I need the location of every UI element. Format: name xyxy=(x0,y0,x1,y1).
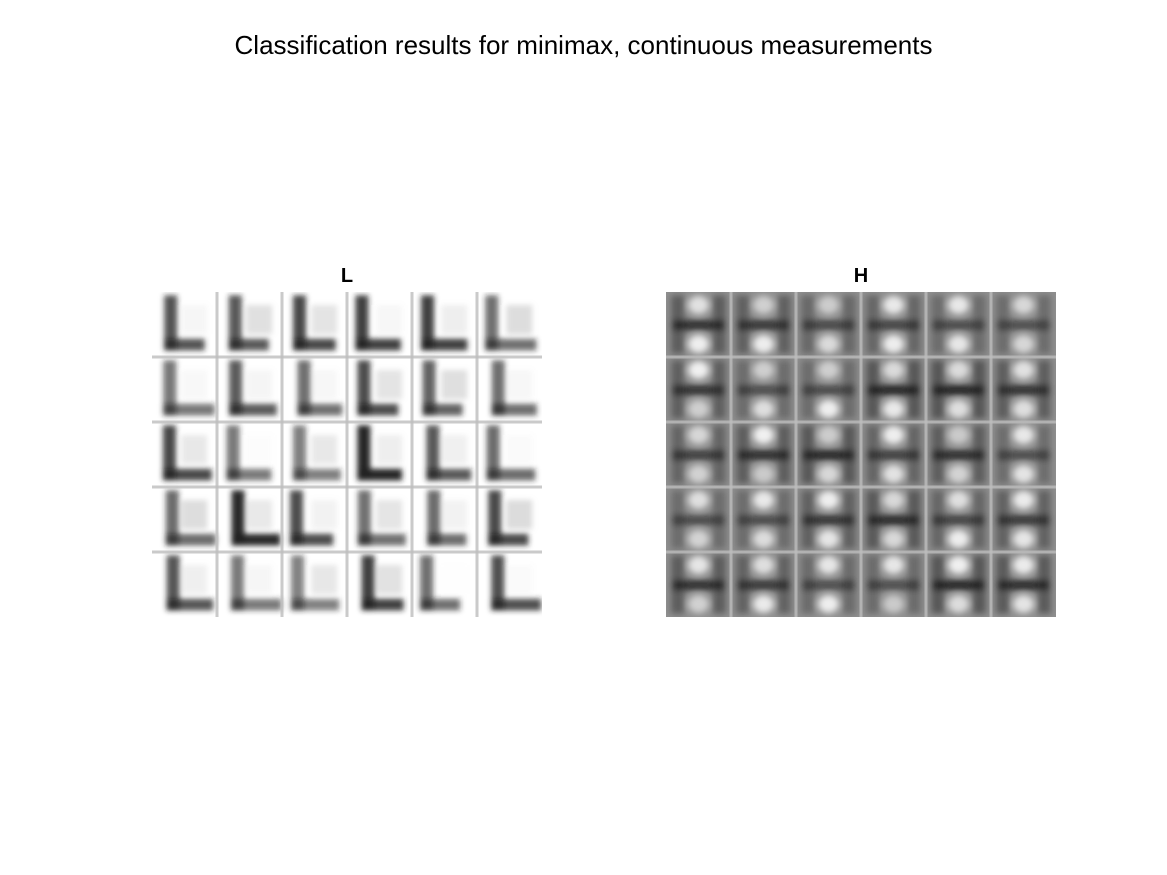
letter-tile xyxy=(297,360,343,416)
letter-tile xyxy=(291,555,340,611)
letter-tile xyxy=(996,425,1051,484)
grid-separator xyxy=(410,292,414,617)
grid-separator xyxy=(152,355,542,359)
letter-tile xyxy=(801,295,856,354)
grid-separator xyxy=(666,485,1056,489)
letter-tile xyxy=(866,425,921,484)
letter-tile xyxy=(422,360,468,416)
letter-tile xyxy=(166,555,214,611)
letter-tile xyxy=(801,360,856,419)
letter-l-grid xyxy=(152,292,542,617)
letter-tile xyxy=(165,490,216,546)
letter-tile xyxy=(485,295,537,351)
letter-tile xyxy=(231,490,281,546)
letter-tile xyxy=(163,360,215,416)
letter-tile xyxy=(229,360,277,416)
letter-tile xyxy=(228,295,273,351)
grid-separator xyxy=(729,292,733,617)
letter-tile xyxy=(357,360,403,416)
letter-tile xyxy=(736,425,791,484)
letter-tile xyxy=(226,425,272,481)
letter-tile xyxy=(736,490,791,549)
letter-tile xyxy=(736,555,791,614)
letter-tile xyxy=(671,360,726,419)
letter-tile xyxy=(801,555,856,614)
letter-tile xyxy=(357,425,403,481)
letter-tile xyxy=(426,425,472,481)
grid-separator xyxy=(152,550,542,554)
letter-tile xyxy=(357,490,406,546)
letter-tile xyxy=(162,425,212,481)
letter-tile xyxy=(293,295,338,351)
letter-tile xyxy=(427,490,468,546)
letter-tile xyxy=(996,490,1051,549)
grid-separator xyxy=(666,550,1056,554)
letter-tile xyxy=(801,490,856,549)
grid-separator xyxy=(152,420,542,424)
letter-tile xyxy=(164,295,208,351)
letter-tile xyxy=(801,425,856,484)
letter-tile xyxy=(293,425,341,481)
letter-tile xyxy=(996,360,1051,419)
grid-separator xyxy=(794,292,798,617)
letter-tile xyxy=(866,490,921,549)
grid-separator xyxy=(215,292,219,617)
grid-separator xyxy=(666,355,1056,359)
letter-tile xyxy=(866,360,921,419)
grid-separator xyxy=(989,292,993,617)
letter-tile xyxy=(931,555,986,614)
letter-tile xyxy=(230,555,282,611)
letter-tile xyxy=(996,295,1051,354)
letter-tile xyxy=(491,360,537,416)
letter-tile xyxy=(866,555,921,614)
letter-tile xyxy=(736,360,791,419)
letter-tile xyxy=(866,295,921,354)
letter-tile xyxy=(421,295,468,351)
letter-tile xyxy=(931,295,986,354)
letter-tile xyxy=(361,555,404,611)
grid-separator xyxy=(345,292,349,617)
panel-title-h: H xyxy=(853,265,869,287)
letter-tile xyxy=(289,490,338,546)
letter-tile xyxy=(671,490,726,549)
grid-separator xyxy=(475,292,479,617)
letter-tile xyxy=(931,490,986,549)
letter-tile xyxy=(355,295,403,351)
grid-separator xyxy=(924,292,928,617)
letter-tile xyxy=(931,360,986,419)
grid-separator xyxy=(666,420,1056,424)
letter-h-grid xyxy=(666,292,1056,617)
letter-tile xyxy=(420,555,461,611)
figure-title: Classification results for minimax, cont… xyxy=(234,30,933,60)
letter-tile xyxy=(931,425,986,484)
letter-tile xyxy=(671,425,726,484)
panel-title-l: L xyxy=(340,265,354,287)
letter-tile xyxy=(671,295,726,354)
grid-separator xyxy=(859,292,863,617)
letter-tile xyxy=(996,555,1051,614)
letter-tile xyxy=(488,490,533,546)
letter-tile xyxy=(491,555,542,611)
grid-separator xyxy=(152,485,542,489)
letter-tile xyxy=(736,295,791,354)
grid-separator xyxy=(280,292,284,617)
letter-tile xyxy=(671,555,726,614)
letter-tile xyxy=(486,425,536,481)
